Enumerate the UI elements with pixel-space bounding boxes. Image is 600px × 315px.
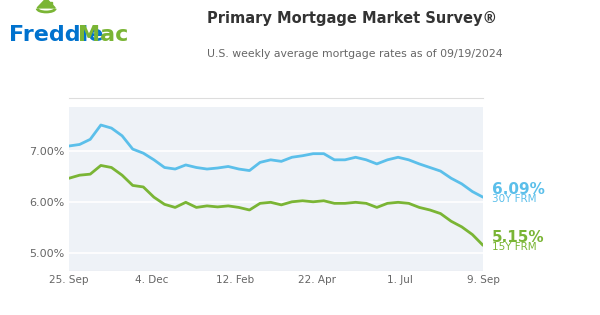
Text: U.S. weekly average mortgage rates as of 09/19/2024: U.S. weekly average mortgage rates as of… — [207, 49, 503, 59]
Text: 5.15%: 5.15% — [492, 230, 545, 245]
Text: Freddie: Freddie — [9, 25, 103, 45]
Text: 6.09%: 6.09% — [492, 182, 545, 197]
Text: 30Y FRM: 30Y FRM — [492, 194, 536, 204]
Text: 15Y FRM: 15Y FRM — [492, 242, 536, 252]
Text: Primary Mortgage Market Survey®: Primary Mortgage Market Survey® — [207, 11, 497, 26]
Text: Mac: Mac — [78, 25, 128, 45]
